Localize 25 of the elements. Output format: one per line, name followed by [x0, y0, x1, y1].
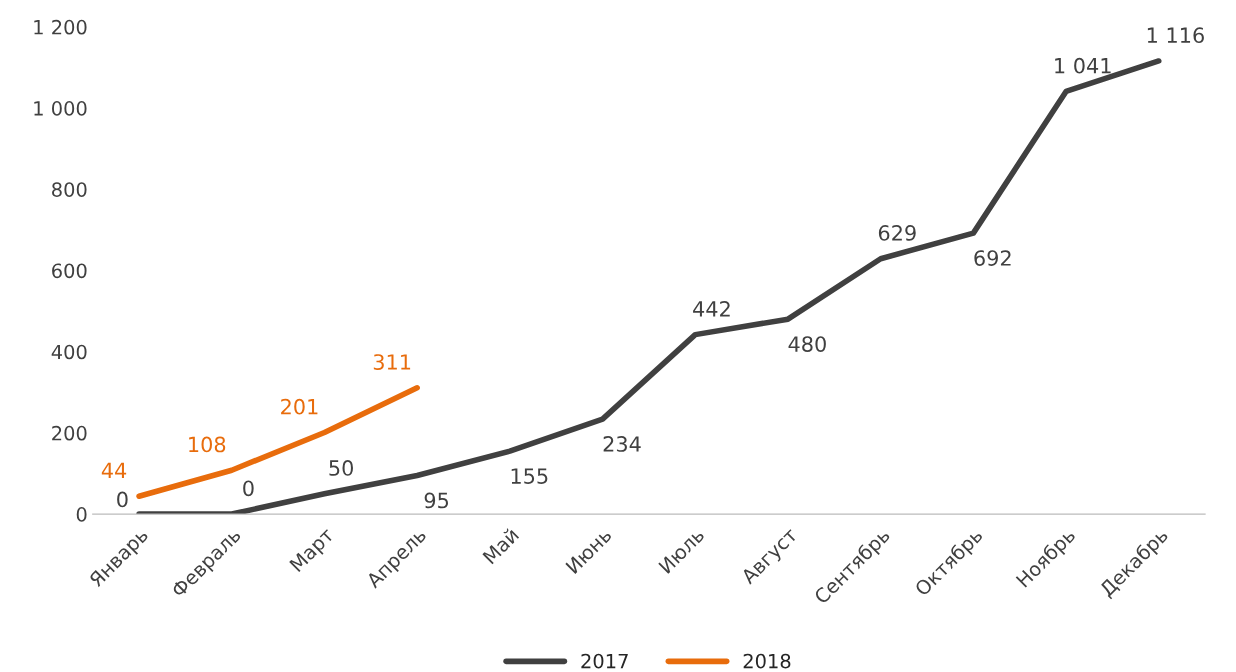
data-label: 95: [424, 492, 449, 509]
y-tick-label: 1 200: [34, 19, 87, 35]
data-label: 44: [101, 462, 127, 478]
data-label: 234: [603, 436, 641, 452]
data-label: 442: [693, 300, 730, 317]
data-label: 311: [373, 354, 411, 370]
legend-label: 2018: [743, 653, 791, 669]
legend-label: 2017: [581, 653, 628, 669]
data-label: 108: [189, 436, 226, 453]
data-label: 0: [243, 480, 254, 497]
data-label: 201: [281, 398, 318, 415]
data-label: 1 116: [1147, 27, 1204, 44]
data-label: 480: [788, 336, 826, 352]
data-label: 629: [878, 225, 916, 241]
y-tick-label: 400: [51, 344, 87, 360]
data-label: 0: [117, 491, 128, 508]
y-tick-label: 800: [52, 182, 87, 197]
y-tick-label: 1 000: [34, 101, 87, 116]
data-label: 1 041: [1055, 57, 1111, 74]
data-label: 692: [974, 250, 1011, 266]
y-tick-label: 200: [52, 425, 87, 441]
y-tick-label: 0: [76, 507, 87, 522]
data-label: 155: [511, 468, 548, 484]
data-label: 50: [329, 460, 353, 476]
y-tick-label: 600: [52, 263, 87, 279]
